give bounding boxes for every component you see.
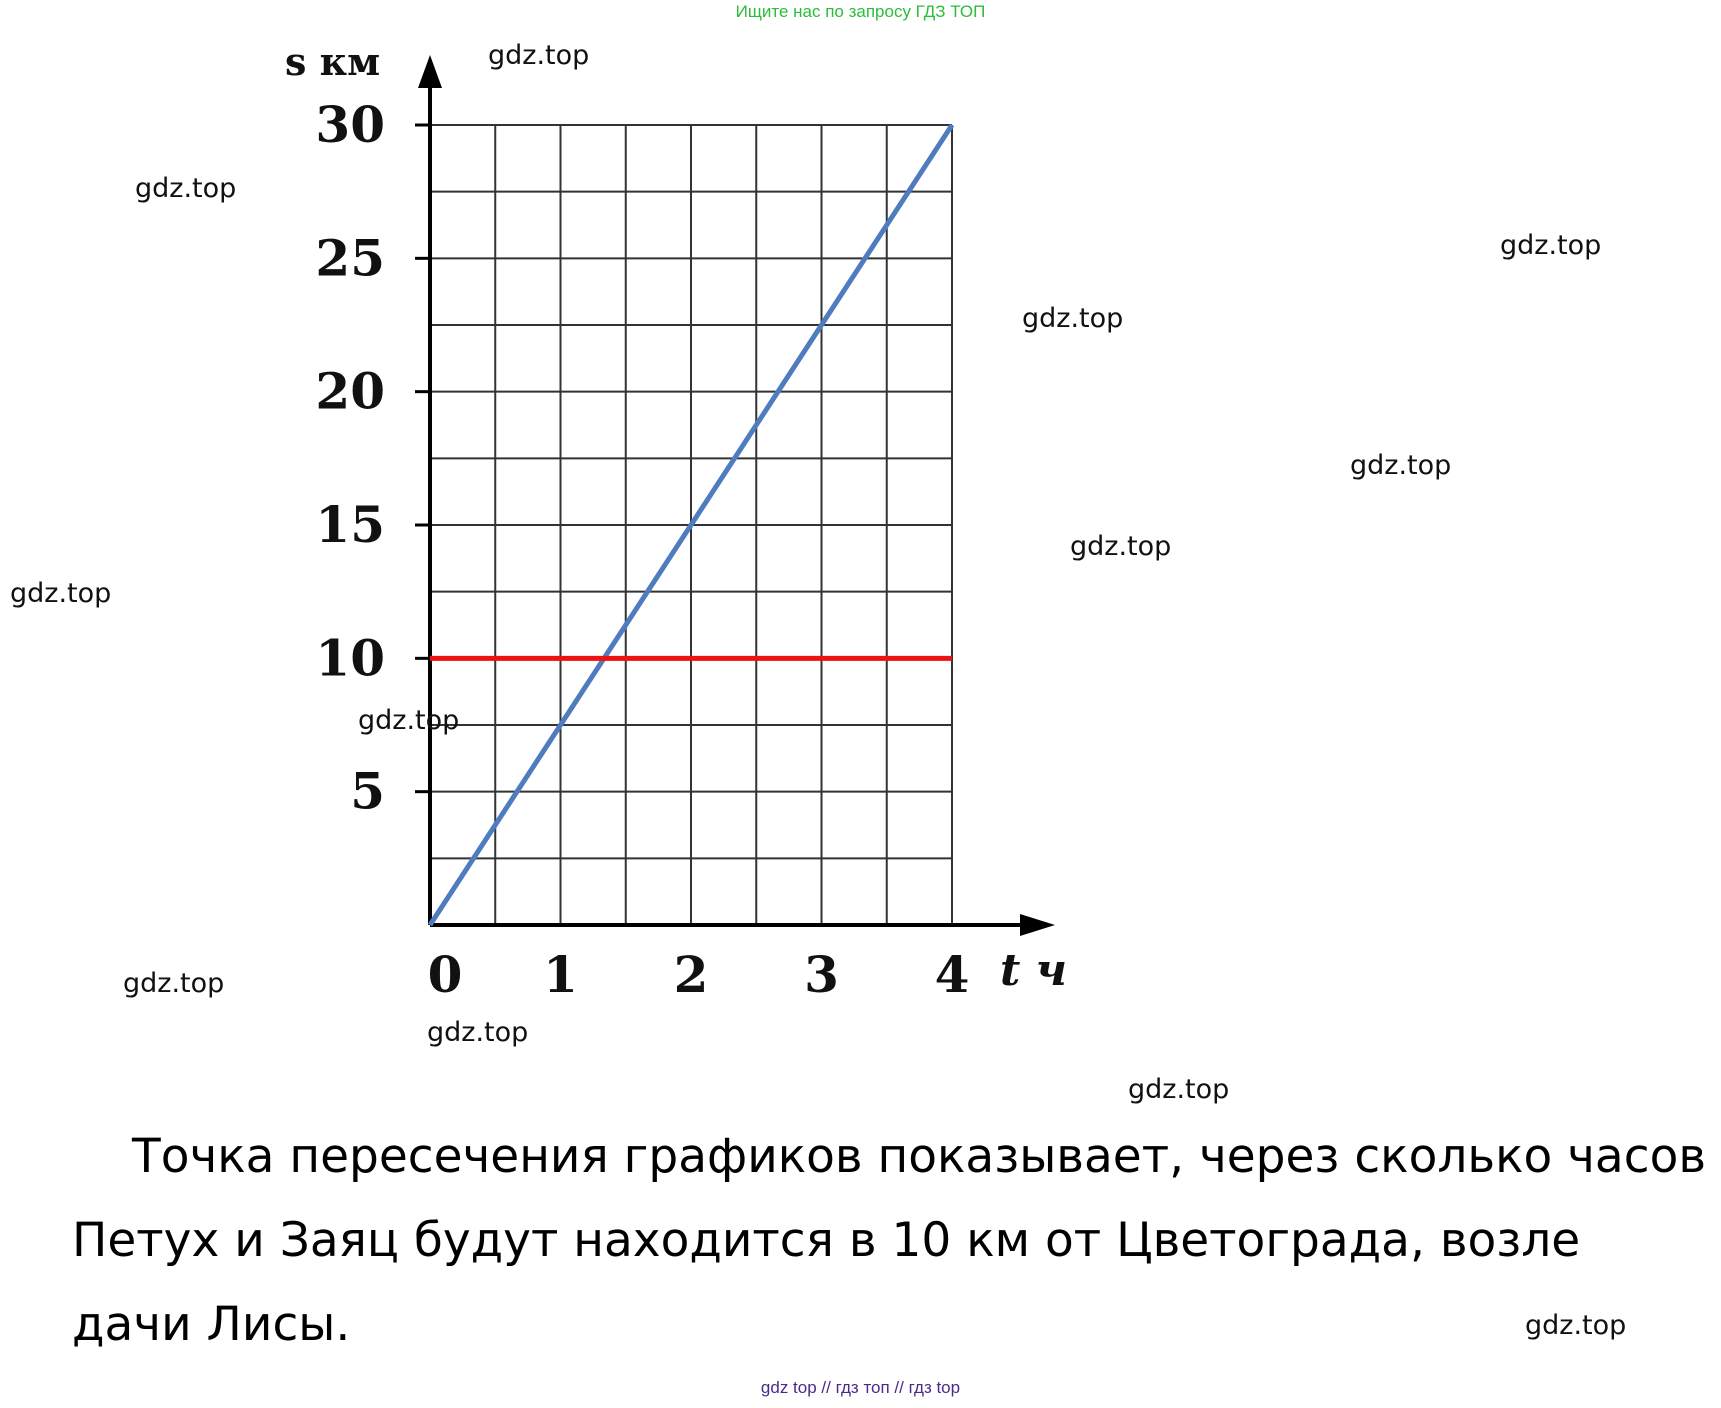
x-axis-label: t ч: [1000, 945, 1067, 996]
watermark: gdz.top: [135, 173, 237, 204]
x-tick-label: 0: [428, 945, 463, 1004]
chart-axes: [415, 55, 1055, 936]
watermark: gdz.top: [1350, 450, 1452, 481]
x-tick-label: 4: [935, 945, 970, 1004]
watermark: gdz.top: [358, 705, 460, 736]
y-axis-arrow: [418, 55, 442, 88]
chart-series: [427, 123, 955, 927]
bottom-links[interactable]: gdz top // гдз топ // гдз top: [760, 1378, 961, 1397]
distance-time-chart: 5 10 15 20 25 30 0 1 2 3 4 s км t ч: [285, 39, 1067, 1004]
watermark: gdz.top: [123, 968, 225, 999]
series-line-1: [427, 123, 955, 927]
watermark: gdz.top: [488, 40, 590, 71]
watermark: gdz.top: [1500, 230, 1602, 261]
x-tick-label: 3: [804, 945, 839, 1004]
watermark: gdz.top: [1128, 1074, 1230, 1105]
x-tick-label: 1: [543, 945, 578, 1004]
x-axis-arrow: [1020, 914, 1055, 936]
y-tick-label: 5: [350, 762, 385, 821]
watermark: gdz.top: [10, 578, 112, 609]
watermark: gdz.top: [427, 1017, 529, 1048]
y-tick-label: 15: [315, 495, 385, 554]
top-banner[interactable]: Ищите нас по запросу ГДЗ ТОП: [735, 2, 986, 21]
chart-tick-labels: 5 10 15 20 25 30 0 1 2 3 4: [315, 95, 969, 1004]
y-tick-label: 10: [315, 628, 385, 687]
explanation-text: Точка пересечения графиков показывает, ч…: [72, 1129, 1707, 1352]
watermark: gdz.top: [1070, 531, 1172, 562]
y-tick-label: 25: [315, 228, 385, 287]
watermark: gdz.top: [1525, 1310, 1627, 1341]
y-axis-label: s км: [285, 39, 380, 84]
y-tick-label: 30: [315, 95, 385, 154]
y-tick-label: 20: [315, 362, 385, 421]
x-tick-label: 2: [674, 945, 709, 1004]
watermark: gdz.top: [1022, 303, 1124, 334]
